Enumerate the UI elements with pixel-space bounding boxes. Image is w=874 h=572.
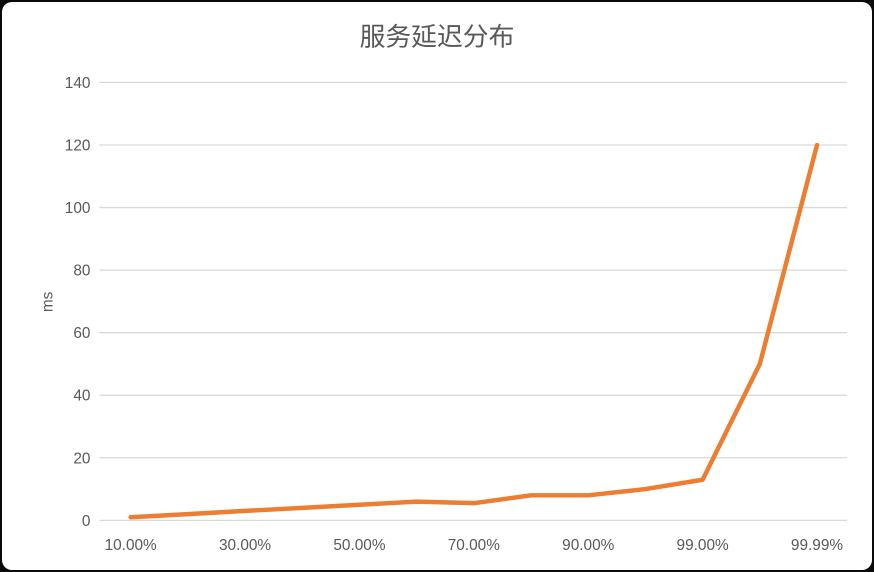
- x-tick-label: 90.00%: [562, 537, 614, 554]
- y-tick-label: 140: [65, 75, 91, 92]
- y-tick-label: 100: [65, 200, 91, 217]
- y-axis-title: ms: [40, 291, 57, 312]
- y-tick-label: 60: [73, 325, 90, 342]
- y-axis-tick-labels: 0 20 40 60 80 100 120 140: [65, 75, 91, 530]
- x-tick-label: 70.00%: [448, 537, 500, 554]
- y-tick-label: 0: [82, 513, 91, 530]
- y-tick-label: 40: [73, 388, 90, 405]
- chart-title: 服务延迟分布: [360, 23, 515, 52]
- x-tick-label: 99.99%: [791, 537, 843, 554]
- latency-series-line: [128, 142, 820, 520]
- x-tick-label: 10.00%: [105, 537, 157, 554]
- gridlines: [99, 81, 848, 521]
- x-tick-label: 99.00%: [677, 537, 729, 554]
- x-axis-tick-labels: 10.00% 30.00% 50.00% 70.00% 90.00% 99.00% 99.9…: [105, 537, 844, 554]
- y-tick-label: 120: [65, 137, 91, 154]
- y-tick-label: 20: [73, 450, 90, 467]
- x-tick-label: 30.00%: [219, 537, 271, 554]
- x-tick-label: 50.00%: [333, 537, 385, 554]
- y-tick-label: 80: [73, 263, 90, 280]
